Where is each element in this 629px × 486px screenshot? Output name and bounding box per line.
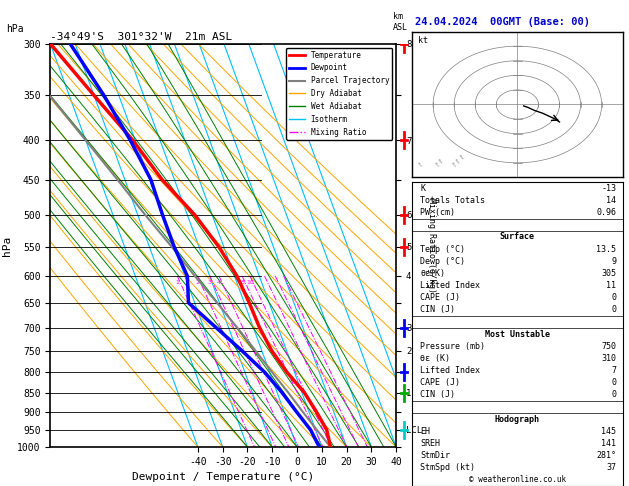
Text: 310: 310 xyxy=(601,354,616,363)
Legend: Temperature, Dewpoint, Parcel Trajectory, Dry Adiabat, Wet Adiabat, Isotherm, Mi: Temperature, Dewpoint, Parcel Trajectory… xyxy=(286,48,392,139)
Text: 13.5: 13.5 xyxy=(596,244,616,254)
Text: 2: 2 xyxy=(196,280,199,285)
Text: 14: 14 xyxy=(606,196,616,205)
Text: 1: 1 xyxy=(175,280,179,285)
Text: -34°49'S  301°32'W  21m ASL: -34°49'S 301°32'W 21m ASL xyxy=(50,32,233,42)
Text: ↾: ↾ xyxy=(416,160,425,168)
Text: Lifted Index: Lifted Index xyxy=(420,281,481,290)
Text: 305: 305 xyxy=(601,269,616,278)
Text: -13: -13 xyxy=(601,184,616,193)
Text: K: K xyxy=(420,184,425,193)
Text: EH: EH xyxy=(420,427,430,436)
Y-axis label: hPa: hPa xyxy=(1,235,11,256)
Text: Most Unstable: Most Unstable xyxy=(485,330,550,339)
Text: 8: 8 xyxy=(240,280,244,285)
Text: θε(K): θε(K) xyxy=(420,269,445,278)
Text: hPa: hPa xyxy=(6,24,24,34)
Text: StmDir: StmDir xyxy=(420,451,450,460)
Text: θε (K): θε (K) xyxy=(420,354,450,363)
Text: 0: 0 xyxy=(611,305,616,314)
Text: ↾↾: ↾↾ xyxy=(433,156,445,168)
Text: kt: kt xyxy=(418,36,428,45)
Text: 11: 11 xyxy=(606,281,616,290)
Text: 0: 0 xyxy=(611,390,616,399)
Text: 281°: 281° xyxy=(596,451,616,460)
Text: 24.04.2024  00GMT (Base: 00): 24.04.2024 00GMT (Base: 00) xyxy=(415,17,590,27)
Text: © weatheronline.co.uk: © weatheronline.co.uk xyxy=(469,475,566,485)
Text: StmSpd (kt): StmSpd (kt) xyxy=(420,463,476,472)
Text: CAPE (J): CAPE (J) xyxy=(420,293,460,302)
Text: 7: 7 xyxy=(611,366,616,375)
Text: Lifted Index: Lifted Index xyxy=(420,366,481,375)
Text: km
ASL: km ASL xyxy=(393,12,408,32)
Text: Dewp (°C): Dewp (°C) xyxy=(420,257,465,266)
X-axis label: Dewpoint / Temperature (°C): Dewpoint / Temperature (°C) xyxy=(132,472,314,483)
Text: Totals Totals: Totals Totals xyxy=(420,196,486,205)
Text: CIN (J): CIN (J) xyxy=(420,390,455,399)
Text: Temp (°C): Temp (°C) xyxy=(420,244,465,254)
Text: PW (cm): PW (cm) xyxy=(420,208,455,217)
Y-axis label: Mixing Ratio (g/kg): Mixing Ratio (g/kg) xyxy=(427,198,436,293)
Text: Surface: Surface xyxy=(500,232,535,242)
Text: CAPE (J): CAPE (J) xyxy=(420,378,460,387)
Text: 0: 0 xyxy=(611,293,616,302)
Text: CIN (J): CIN (J) xyxy=(420,305,455,314)
Text: 10: 10 xyxy=(246,280,253,285)
Text: 37: 37 xyxy=(606,463,616,472)
Text: 3: 3 xyxy=(208,280,212,285)
Text: 0.96: 0.96 xyxy=(596,208,616,217)
Text: Hodograph: Hodograph xyxy=(495,415,540,424)
Text: 0: 0 xyxy=(611,378,616,387)
Text: ↾↾↾: ↾↾↾ xyxy=(450,152,467,168)
Text: 141: 141 xyxy=(601,439,616,448)
Text: Pressure (mb): Pressure (mb) xyxy=(420,342,486,351)
Text: 4: 4 xyxy=(217,280,221,285)
Text: 9: 9 xyxy=(611,257,616,266)
Text: SREH: SREH xyxy=(420,439,440,448)
Text: 145: 145 xyxy=(601,427,616,436)
Text: 750: 750 xyxy=(601,342,616,351)
